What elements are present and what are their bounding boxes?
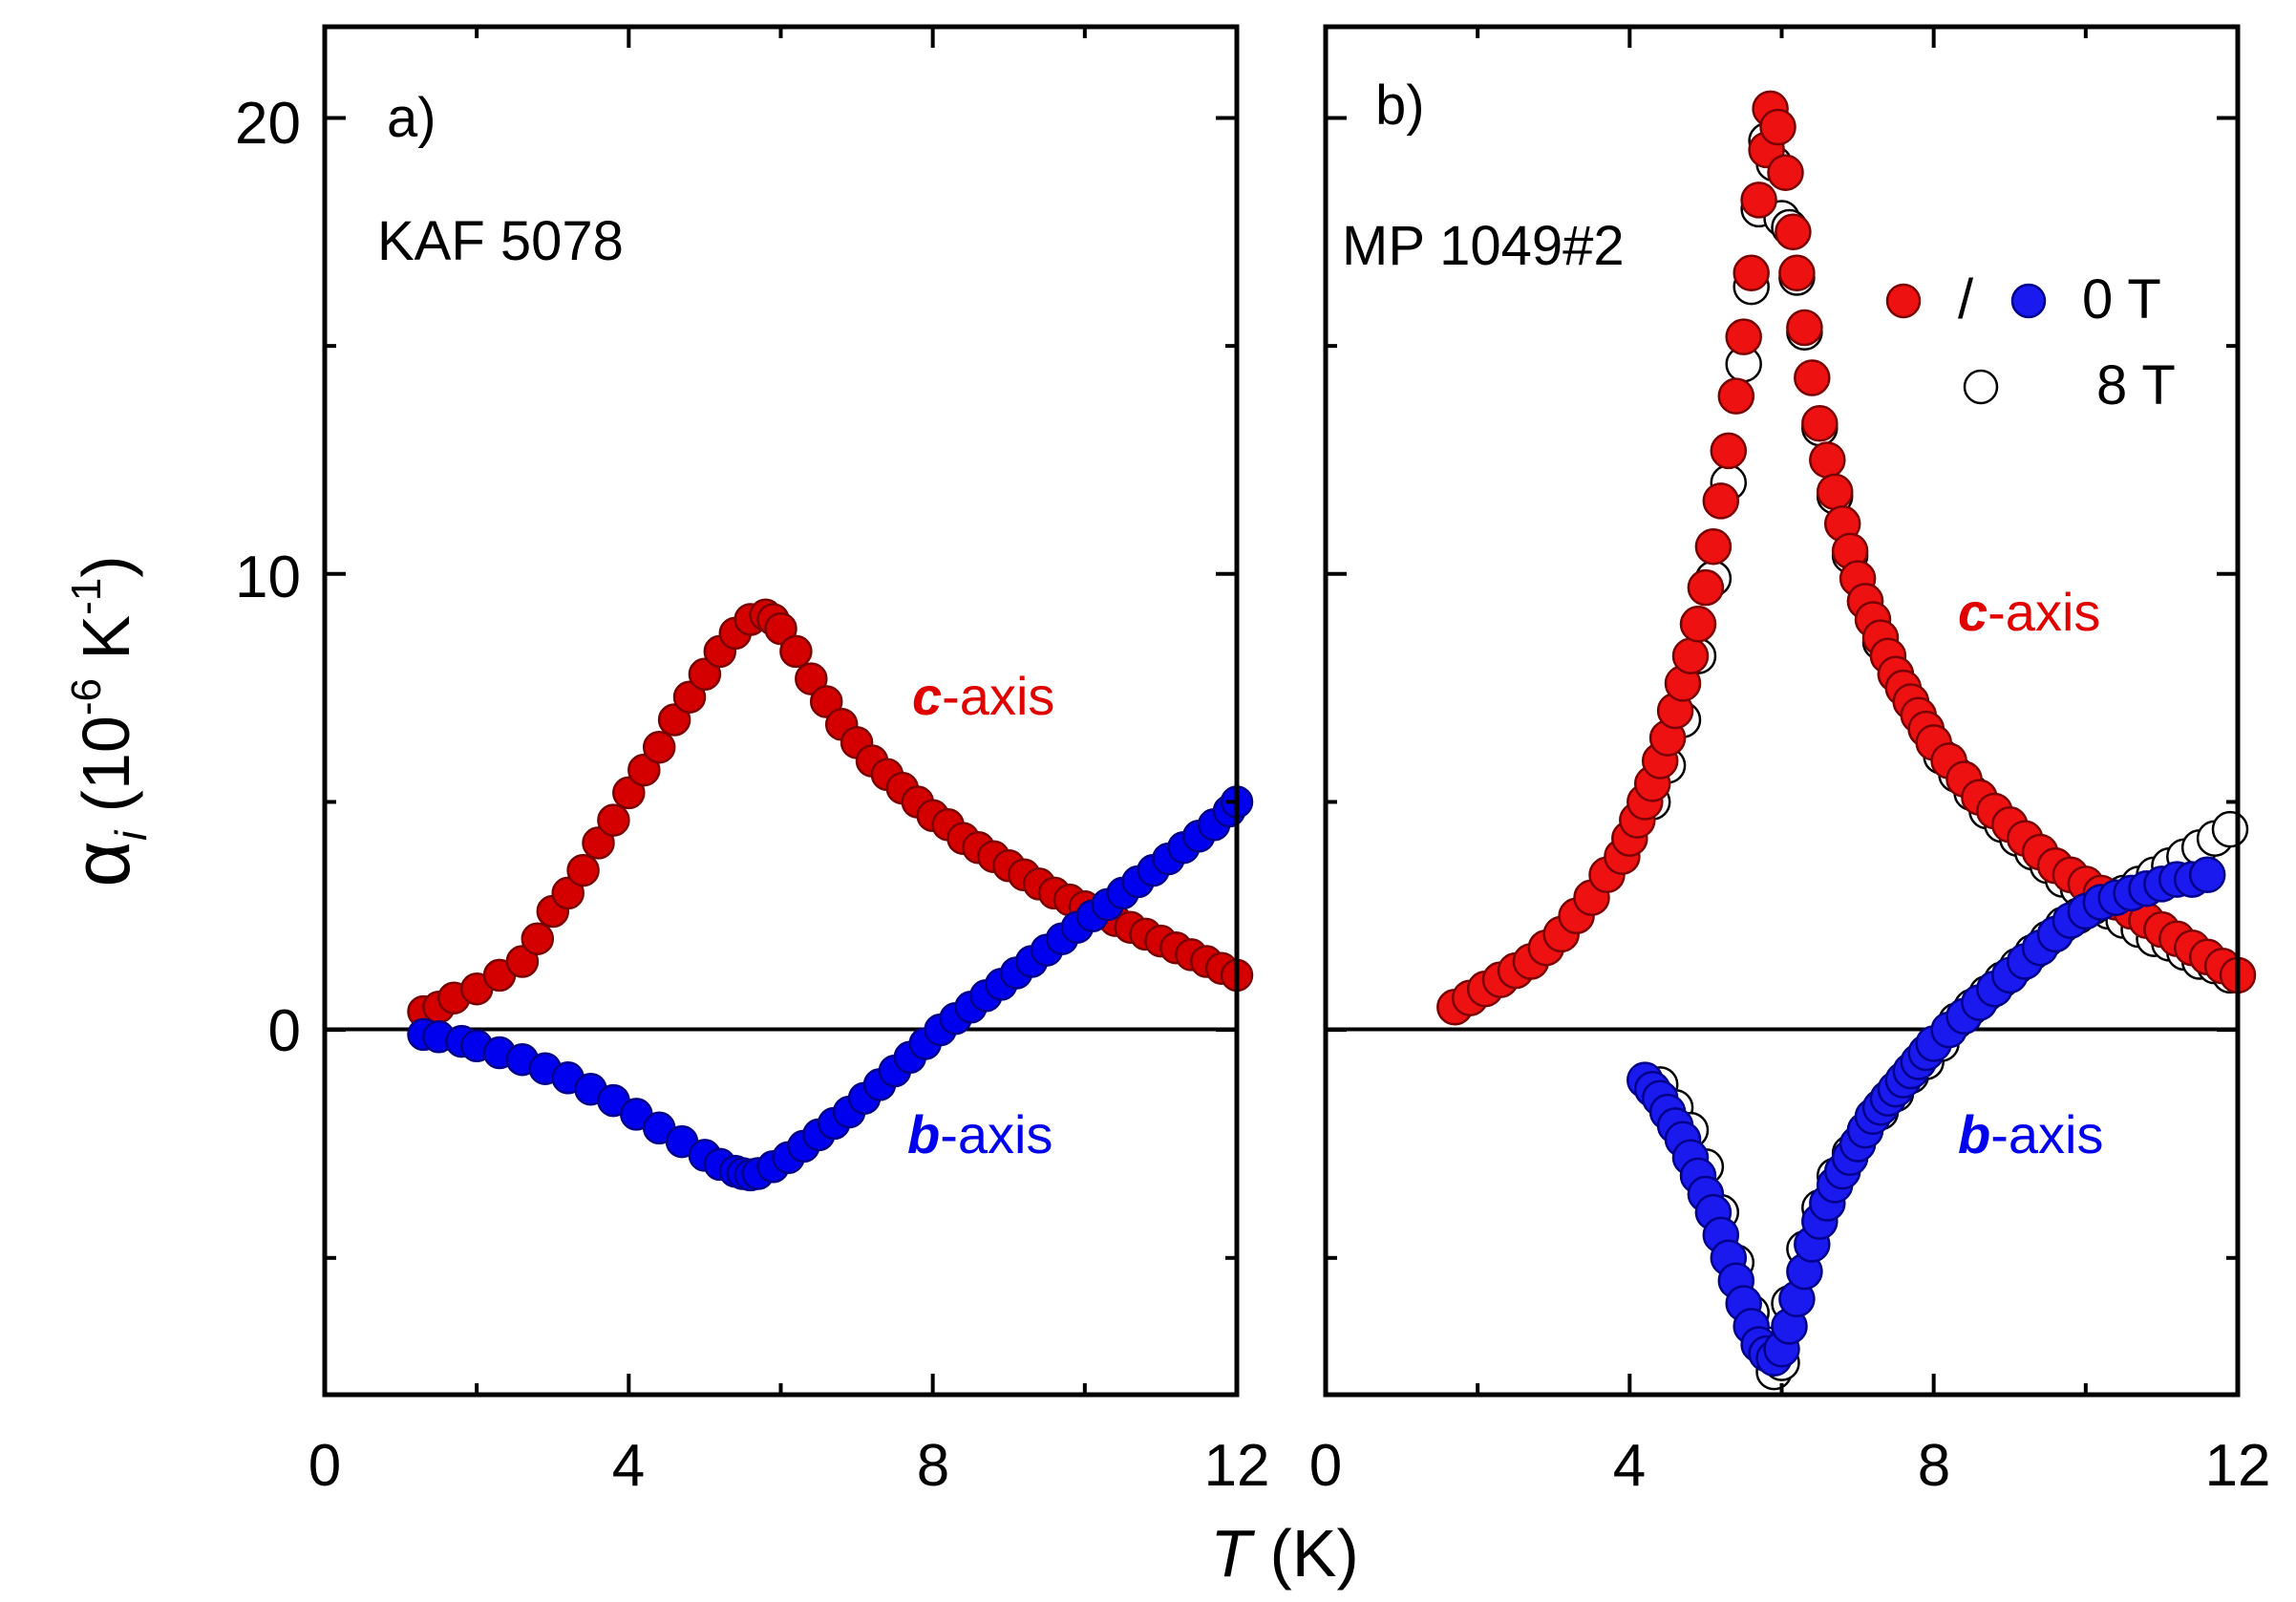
data-point [551, 876, 585, 910]
legend-blue-marker [2010, 283, 2047, 319]
data-point [627, 753, 661, 787]
x-axis-title: T (K) [1210, 1516, 1359, 1591]
x-tick-label: 8 [1918, 1433, 1950, 1499]
x-tick-label: 12 [2205, 1433, 2271, 1499]
c-axis-bold: c [1958, 582, 1988, 642]
y-axis-title: αi (10-6 K-1) [56, 555, 156, 886]
data-point [1694, 527, 1733, 566]
data-point [764, 611, 797, 646]
y-axis-title-close: ) [69, 555, 143, 577]
data-point [779, 634, 813, 669]
x-tick-label: 4 [612, 1433, 645, 1499]
y-axis-title-sub: i [106, 829, 156, 841]
data-point [688, 657, 722, 692]
panel-a-c-axis-label: c-axis [912, 666, 1054, 726]
data-point [1801, 405, 1839, 442]
panel-b-b-axis-label: b-axis [1958, 1104, 2103, 1164]
panel-b-ticks [1324, 27, 2240, 1395]
data-point [672, 680, 707, 714]
legend-open-marker [1963, 369, 1999, 405]
data-point [809, 685, 843, 718]
legend-0t-label: 0 T [2082, 268, 2161, 331]
data-point [582, 826, 615, 860]
y-axis-title-exp1: -6 [63, 678, 110, 716]
panel-b-sample: MP 1049#2 [1342, 215, 1625, 277]
panel-a-b-axis-label: b-axis [907, 1104, 1052, 1164]
panel-b-c-axis-label: c-axis [1958, 582, 2100, 642]
legend-8t-label: 8 T [2096, 354, 2176, 417]
data-point [1733, 254, 1770, 292]
c-axis-rest: -axis [942, 666, 1054, 726]
y-axis-title-exp2: -1 [63, 578, 110, 615]
x-tick-label: 8 [917, 1433, 949, 1499]
panel-b: 0 4 8 12 b) MP 1049#2 / 0 T 8 T c-axis b… [1309, 24, 2271, 1499]
legend-red-marker [1885, 283, 1922, 319]
c-axis-rest: -axis [1988, 582, 2100, 642]
data-point [1702, 482, 1740, 520]
data-point [795, 662, 828, 695]
data-point [521, 922, 555, 955]
panel-a: 0 10 20 0 4 8 12 a) KAF 5078 c-axis b-ax… [235, 24, 1270, 1499]
y-tick-label: 20 [235, 91, 301, 157]
data-point [1671, 637, 1710, 674]
legend: / 0 T 8 T [1885, 268, 2176, 417]
data-point [1759, 108, 1796, 146]
panel-a-sample: KAF 5078 [377, 210, 624, 272]
data-point [1778, 254, 1816, 292]
legend-slash: / [1958, 268, 1974, 331]
x-tick-label: 0 [1309, 1433, 1342, 1499]
x-tick-label: 4 [1613, 1433, 1646, 1499]
data-point [1794, 359, 1831, 396]
x-tick-label: 0 [308, 1433, 341, 1499]
data-point [597, 803, 630, 837]
x-axis-title-unit: (K) [1251, 1516, 1359, 1591]
data-point [1687, 568, 1725, 607]
y-tick-label: 0 [268, 998, 301, 1064]
data-point [2211, 810, 2249, 848]
c-axis-bold: c [912, 666, 942, 726]
data-point [1786, 309, 1823, 347]
data-point [566, 853, 600, 887]
panel-a-data-points [407, 598, 1254, 1192]
data-point [1725, 318, 1762, 355]
panel-b-label: b) [1375, 75, 1425, 137]
b-axis-rest: -axis [1990, 1104, 2103, 1164]
data-point [1816, 473, 1854, 511]
data-point [1809, 441, 1846, 479]
data-point [642, 730, 676, 764]
b-axis-bold: b [1958, 1104, 1990, 1164]
panel-a-label: a) [387, 87, 436, 149]
y-axis-title-k: K [69, 615, 143, 678]
data-point [1679, 606, 1717, 643]
panel-a-ticks [323, 27, 1239, 1395]
panel-b-data-points [1436, 90, 2257, 1391]
x-axis-title-t: T [1210, 1516, 1255, 1591]
data-point [1710, 432, 1748, 470]
data-point [1740, 182, 1777, 219]
data-point [612, 776, 646, 810]
y-tick-label: 10 [235, 545, 301, 610]
y-axis-title-alpha: α [56, 841, 146, 887]
data-point [2188, 856, 2226, 894]
b-axis-bold: b [907, 1104, 940, 1164]
b-axis-rest: -axis [940, 1104, 1052, 1164]
x-tick-label: 12 [1204, 1433, 1270, 1499]
data-point [1717, 377, 1755, 415]
y-axis-title-open: (10 [69, 716, 143, 831]
data-point [505, 945, 540, 978]
data-point [1775, 213, 1812, 251]
data-point [1767, 154, 1804, 191]
data-point [657, 703, 691, 737]
